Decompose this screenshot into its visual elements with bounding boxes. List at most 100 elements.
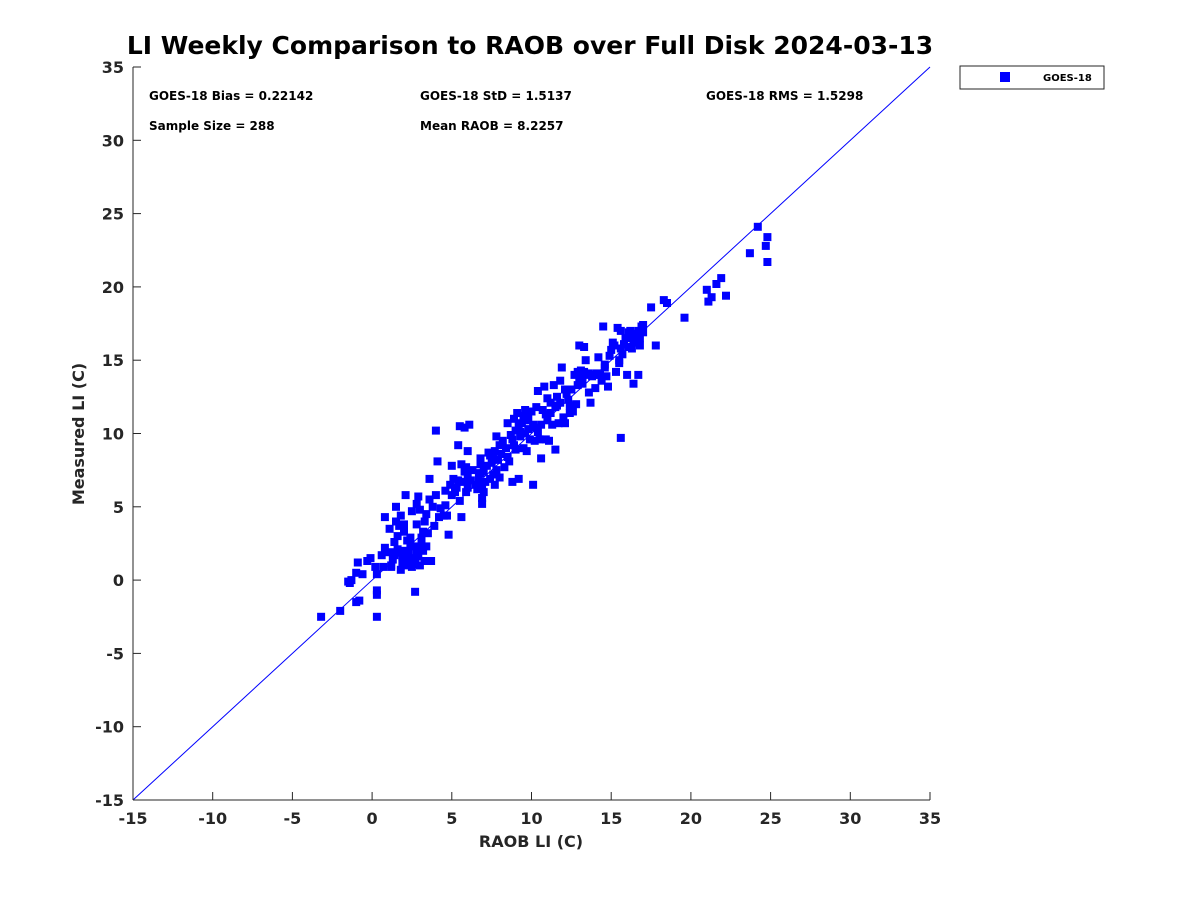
data-point bbox=[626, 332, 635, 341]
data-point bbox=[317, 612, 326, 621]
data-point bbox=[336, 606, 345, 615]
data-point bbox=[497, 450, 506, 458]
data-point bbox=[400, 555, 408, 564]
data-point bbox=[604, 382, 612, 391]
data-point bbox=[489, 454, 498, 463]
data-point bbox=[392, 517, 400, 526]
data-point bbox=[717, 274, 726, 283]
data-point bbox=[411, 587, 420, 596]
data-point bbox=[492, 432, 501, 441]
data-point bbox=[586, 398, 595, 407]
data-point bbox=[626, 326, 635, 335]
data-point bbox=[395, 521, 404, 530]
data-point bbox=[634, 370, 643, 379]
data-point bbox=[372, 586, 381, 595]
data-point bbox=[412, 546, 421, 555]
y-tick-label: -5 bbox=[106, 644, 124, 663]
data-point bbox=[530, 436, 539, 445]
data-point bbox=[463, 483, 472, 492]
data-point bbox=[495, 473, 504, 482]
data-point bbox=[427, 557, 436, 565]
data-point bbox=[422, 510, 431, 519]
data-point bbox=[428, 502, 437, 511]
data-point bbox=[396, 511, 405, 520]
data-point bbox=[379, 562, 388, 571]
data-point bbox=[548, 420, 557, 429]
data-point bbox=[404, 548, 413, 557]
data-point bbox=[561, 419, 569, 428]
data-point bbox=[503, 453, 512, 461]
data-point bbox=[510, 441, 518, 450]
data-point bbox=[578, 379, 587, 388]
data-point bbox=[513, 409, 522, 417]
data-point bbox=[564, 395, 573, 404]
x-tick-label: 25 bbox=[759, 809, 781, 828]
data-point bbox=[455, 496, 464, 505]
data-point bbox=[639, 328, 648, 337]
data-point bbox=[385, 524, 394, 533]
data-point bbox=[422, 542, 431, 551]
data-point bbox=[562, 389, 571, 398]
data-point bbox=[414, 492, 423, 501]
data-point bbox=[372, 590, 381, 599]
data-point bbox=[546, 409, 555, 417]
y-tick-label: -10 bbox=[95, 718, 124, 737]
data-point bbox=[443, 511, 451, 520]
data-point bbox=[527, 407, 536, 416]
data-point bbox=[403, 536, 412, 545]
data-point bbox=[390, 538, 399, 546]
data-point bbox=[663, 299, 671, 307]
data-point bbox=[460, 467, 469, 476]
data-point bbox=[635, 341, 644, 350]
data-point bbox=[540, 382, 549, 391]
data-point bbox=[489, 470, 498, 479]
data-point bbox=[616, 433, 625, 442]
data-point bbox=[621, 334, 630, 343]
data-point bbox=[511, 426, 520, 435]
data-point bbox=[712, 280, 721, 288]
data-point bbox=[519, 411, 528, 420]
data-point bbox=[454, 476, 463, 485]
data-point bbox=[578, 373, 587, 382]
data-point bbox=[459, 477, 467, 486]
data-point bbox=[647, 303, 656, 312]
data-point bbox=[457, 460, 466, 469]
data-point bbox=[372, 570, 381, 579]
data-point bbox=[481, 477, 490, 486]
data-point bbox=[425, 495, 434, 504]
data-point bbox=[589, 370, 598, 379]
data-point bbox=[415, 505, 424, 514]
stat-mean-raob: Mean RAOB = 8.2257 bbox=[420, 119, 564, 133]
data-point bbox=[763, 258, 772, 266]
x-tick-label: 30 bbox=[839, 809, 861, 828]
data-point bbox=[380, 513, 389, 522]
data-point bbox=[549, 381, 558, 390]
data-point bbox=[572, 400, 581, 409]
data-point bbox=[400, 546, 408, 555]
y-tick-label: 20 bbox=[102, 278, 124, 297]
data-point bbox=[581, 356, 590, 365]
data-point bbox=[541, 410, 550, 419]
data-point bbox=[506, 431, 515, 439]
data-point bbox=[347, 576, 356, 585]
data-point bbox=[607, 345, 616, 354]
data-point bbox=[565, 409, 574, 417]
data-point bbox=[530, 423, 539, 432]
data-point bbox=[412, 499, 421, 508]
data-point bbox=[419, 527, 428, 536]
data-point bbox=[377, 551, 386, 560]
legend-marker-square bbox=[1000, 72, 1010, 82]
data-point bbox=[433, 457, 442, 466]
data-point bbox=[532, 403, 541, 412]
data-point bbox=[502, 444, 510, 453]
data-point bbox=[400, 527, 408, 536]
data-point bbox=[573, 381, 582, 390]
data-point bbox=[463, 447, 472, 456]
y-tick-label: 0 bbox=[113, 571, 124, 590]
data-point bbox=[556, 376, 565, 385]
data-point bbox=[634, 326, 643, 335]
data-point bbox=[623, 370, 632, 379]
data-point bbox=[366, 554, 375, 563]
data-point bbox=[384, 548, 392, 557]
data-point bbox=[490, 480, 499, 489]
